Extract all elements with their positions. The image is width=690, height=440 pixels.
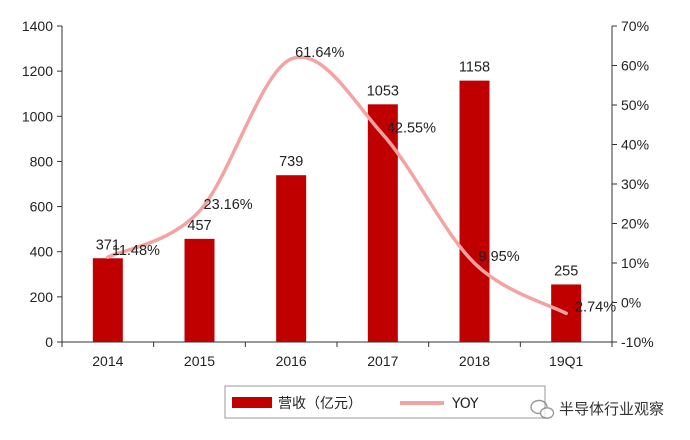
y2-tick-label: 40% xyxy=(621,137,649,153)
bar xyxy=(184,238,215,342)
legend-label-yoy: YOY xyxy=(451,396,479,412)
x-tick-label: 2015 xyxy=(184,353,215,369)
yoy-value-label: 9.95% xyxy=(479,249,520,265)
legend-swatch-revenue xyxy=(232,397,272,408)
yoy-value-label: 11.48% xyxy=(112,243,160,259)
bar-value-label: 255 xyxy=(554,263,578,279)
legend: 营收（亿元） YOY xyxy=(224,385,546,419)
bar-value-label: 371 xyxy=(96,237,120,253)
y-tick-label: 1400 xyxy=(22,18,53,34)
y2-tick-label: 60% xyxy=(621,58,649,74)
yoy-line xyxy=(106,55,568,316)
y-tick-label: 800 xyxy=(30,153,54,169)
y2-tick-label: 20% xyxy=(621,216,649,232)
bar xyxy=(92,258,123,342)
y-tick-label: 1000 xyxy=(22,108,53,124)
y2-tick-label: -10% xyxy=(621,334,654,350)
bar-value-label: 1053 xyxy=(367,83,399,99)
watermark-text: 半导体行业观察 xyxy=(559,400,664,418)
y-tick-label: 200 xyxy=(30,289,54,305)
x-tick-label: 2016 xyxy=(276,353,307,369)
bar xyxy=(276,175,307,342)
y2-tick-label: 70% xyxy=(621,18,649,34)
y-tick-label: 1200 xyxy=(22,63,53,79)
data-labels: 371 457 739 1053 1158 255 11.48% 23.16% 61.64% 42… xyxy=(96,45,616,315)
y-tick-label: 400 xyxy=(30,244,54,260)
yoy-value-label: 42.55% xyxy=(387,120,436,136)
y2-tick-label: 50% xyxy=(621,97,649,113)
yoy-line-series xyxy=(106,55,568,316)
yoy-value-label: 23.16% xyxy=(204,197,253,213)
bar-series xyxy=(92,80,582,342)
bar-value-label: 457 xyxy=(187,218,211,234)
y-tick-label: 600 xyxy=(30,199,54,215)
x-tick-label: 2014 xyxy=(92,353,123,369)
y2-tick-label: 30% xyxy=(621,176,649,192)
y2-tick-label: 10% xyxy=(621,255,649,271)
y-tick-label: 0 xyxy=(45,334,53,350)
x-tick-label: 19Q1 xyxy=(549,353,583,369)
y2-tick-label: 0% xyxy=(621,295,641,311)
x-tick-label: 2017 xyxy=(367,353,398,369)
bar xyxy=(367,104,398,342)
legend-label-revenue: 营收（亿元） xyxy=(278,396,362,412)
watermark: 半导体行业观察 xyxy=(530,399,664,419)
bar-value-label: 739 xyxy=(279,154,303,170)
yoy-value-label: -2.74% xyxy=(570,299,616,315)
x-tick-label: 2018 xyxy=(459,353,490,369)
bar-value-label: 1158 xyxy=(459,60,490,76)
wechat-icon xyxy=(530,399,555,419)
yoy-value-label: 61.64% xyxy=(295,45,344,61)
axes: 0 200 400 600 800 1000 1200 1400 -10% 0% 10% 20% 30%… xyxy=(22,18,654,369)
bar xyxy=(459,80,490,342)
